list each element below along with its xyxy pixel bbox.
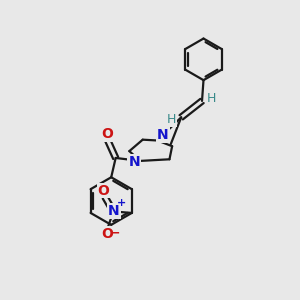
Text: H: H [167, 113, 176, 126]
Text: O: O [101, 127, 113, 141]
Text: N: N [157, 128, 169, 142]
Text: H: H [207, 92, 216, 105]
Text: +: + [117, 198, 126, 208]
Text: N: N [108, 204, 120, 218]
Text: −: − [109, 227, 120, 240]
Text: O: O [101, 227, 113, 241]
Text: O: O [98, 184, 110, 198]
Text: N: N [128, 155, 140, 170]
